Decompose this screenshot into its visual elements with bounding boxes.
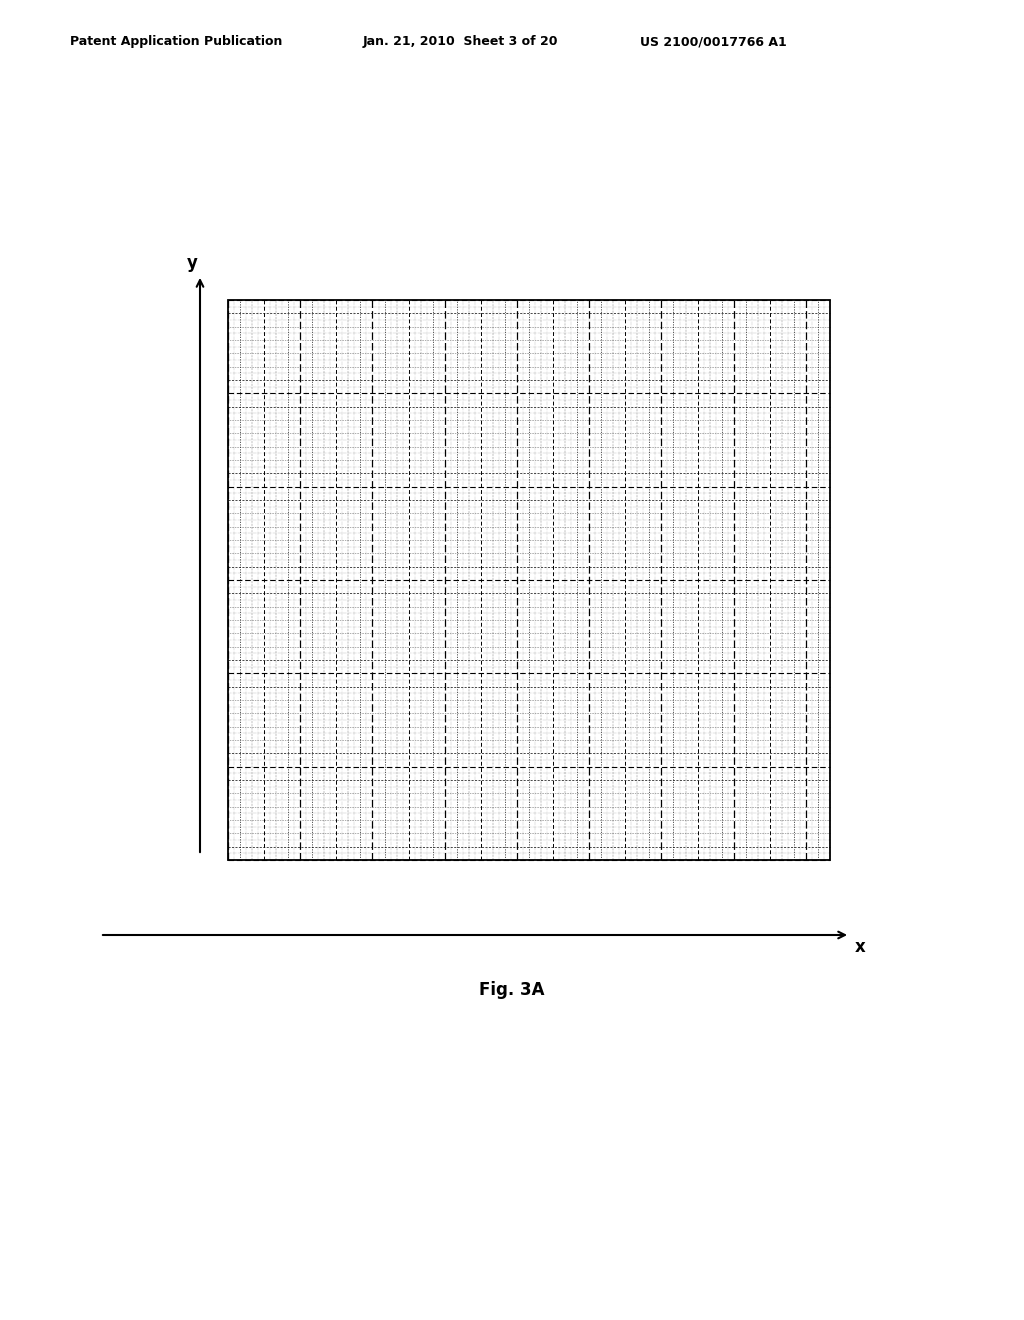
Text: x: x <box>855 939 865 956</box>
Text: Fig. 3A: Fig. 3A <box>479 981 545 999</box>
Text: US 2100/0017766 A1: US 2100/0017766 A1 <box>640 36 786 49</box>
Bar <box>228 300 830 861</box>
Text: y: y <box>186 253 198 272</box>
Bar <box>228 300 830 861</box>
Text: Patent Application Publication: Patent Application Publication <box>70 36 283 49</box>
Text: Jan. 21, 2010  Sheet 3 of 20: Jan. 21, 2010 Sheet 3 of 20 <box>362 36 558 49</box>
